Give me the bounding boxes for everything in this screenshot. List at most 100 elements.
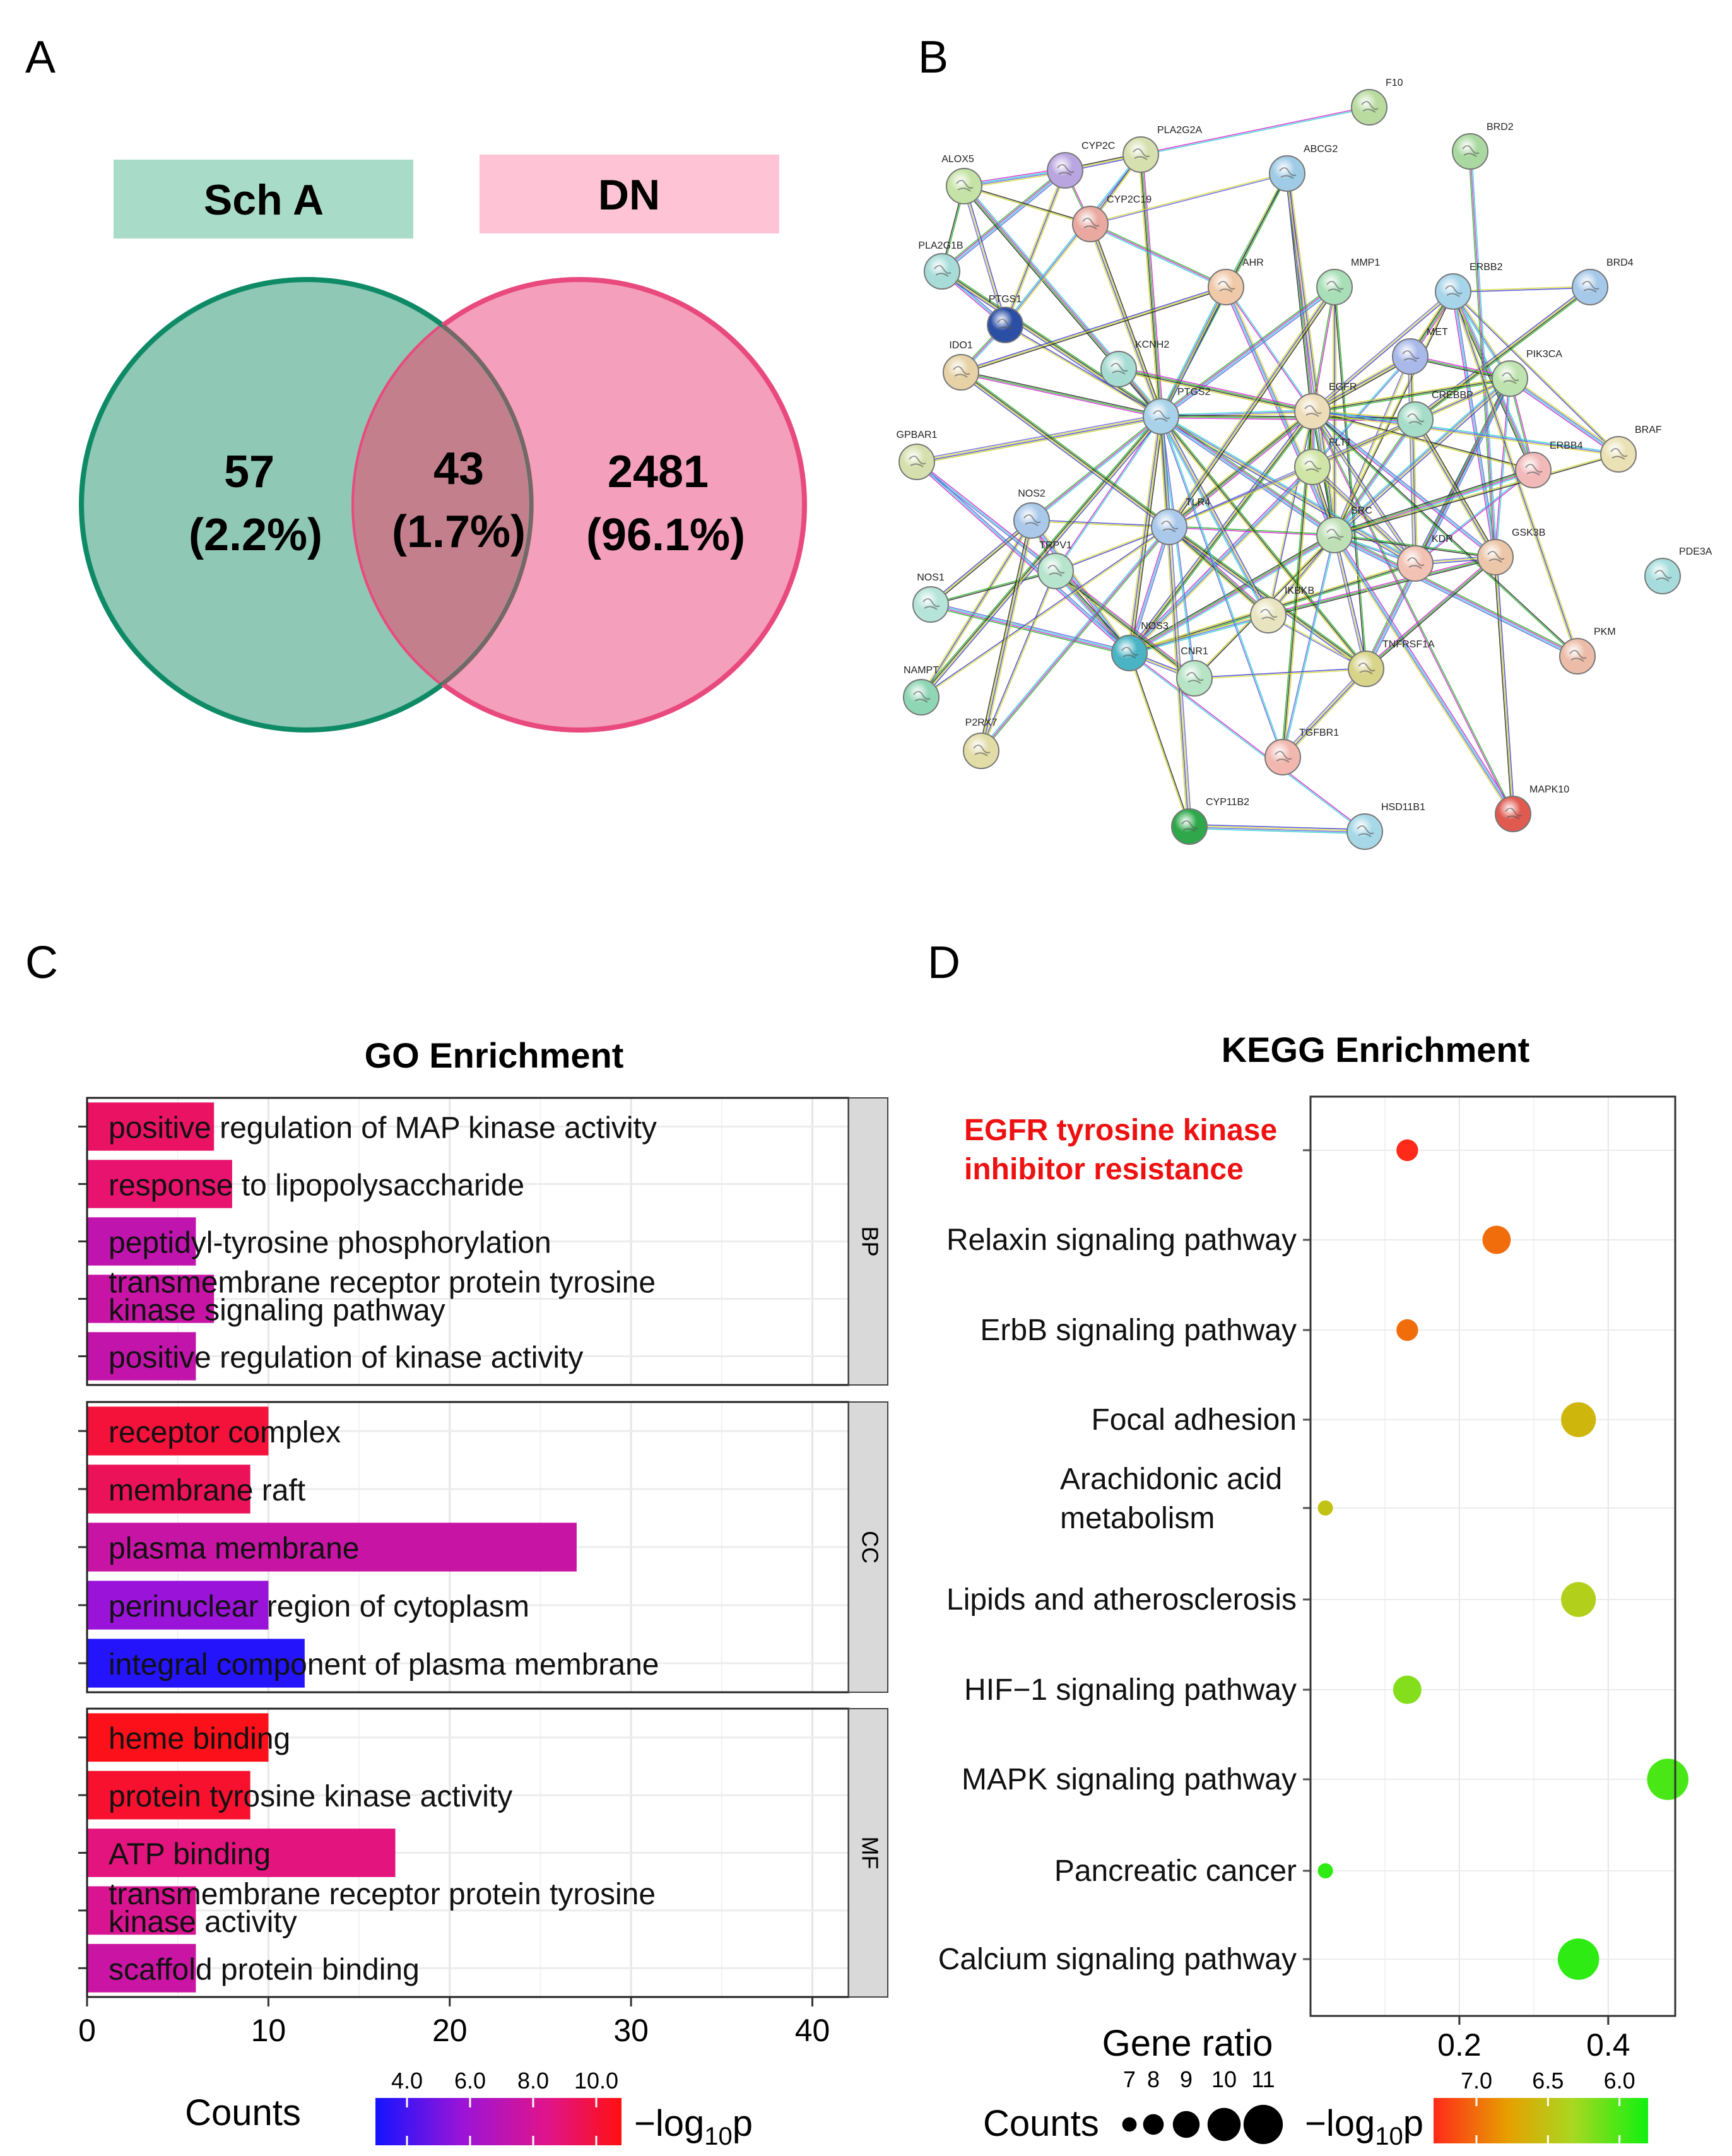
network-edge [1131, 416, 1164, 654]
network-edge [1140, 106, 1369, 155]
venn-left-count: 57 [224, 447, 274, 497]
network-node: MMP1 [1316, 257, 1380, 305]
network-node: KCNH2 [1100, 339, 1169, 387]
network-edge [1452, 291, 1496, 558]
network-node-circle [1013, 502, 1050, 539]
network-edge [1312, 355, 1410, 411]
kegg-pathway-label-line: Relaxin signaling pathway [946, 1223, 1297, 1257]
protein-structure-glyph [922, 598, 940, 610]
network-edge [1334, 453, 1618, 535]
network-edge [1167, 285, 1333, 526]
network-node-circle [1316, 269, 1353, 305]
go-bar [87, 1275, 215, 1323]
network-node-label: PLA2G2A [1157, 125, 1202, 136]
network-node-label: NOS3 [1141, 621, 1169, 632]
network-edge [981, 521, 1033, 751]
protein-structure-glyph [1133, 148, 1150, 160]
go-bar [87, 1943, 196, 1993]
network-edge [1415, 419, 1497, 557]
protein-structure-glyph [909, 456, 926, 468]
network-edge [961, 288, 1227, 374]
network-edge [921, 527, 1170, 698]
network-edge [916, 413, 1161, 461]
network-edge [961, 371, 1170, 527]
go-term-label-line: heme binding [109, 1723, 290, 1756]
network-edge [1128, 653, 1365, 833]
protein-structure-glyph [1279, 167, 1297, 179]
network-edge [1031, 521, 1169, 528]
network-edge [1311, 411, 1577, 657]
protein-structure-glyph [1304, 461, 1322, 473]
network-edge [1333, 418, 1415, 535]
protein-structure-glyph [1569, 650, 1587, 662]
network-edge [1281, 534, 1334, 757]
network-edge [1493, 557, 1512, 815]
network-edge [1189, 827, 1365, 833]
network-edge [1333, 536, 1577, 659]
network-node-circle [1477, 539, 1514, 575]
network-edge [1161, 287, 1336, 418]
network-node-circle [1176, 660, 1213, 697]
network-node: NAMPT [903, 665, 940, 716]
go-x-label: Counts [185, 2092, 301, 2133]
network-edge [1194, 668, 1366, 678]
network-edge [930, 604, 1129, 654]
network-edge [1281, 668, 1366, 757]
go-term-label: transmembrane receptor protein tyrosine k… [109, 1878, 656, 1939]
network-node-circle [1264, 739, 1301, 775]
network-edge [1003, 153, 1140, 325]
protein-structure-glyph [1181, 820, 1199, 832]
network-edge [1336, 533, 1516, 813]
network-edge [1129, 616, 1269, 655]
go-facet-strip-label: CC [857, 1531, 883, 1564]
network-node-label: ERBB2 [1470, 262, 1503, 273]
protein-structure-glyph [1505, 808, 1523, 820]
network-edge [1168, 286, 1334, 527]
venn-left-percent: (2.2%) [189, 510, 322, 560]
go-term-label: heme binding [109, 1723, 290, 1756]
kegg-dot [1396, 1139, 1418, 1162]
network-node-label: KDR [1432, 534, 1453, 545]
network-edge [1494, 378, 1510, 557]
network-edge [980, 570, 1056, 751]
network-edge [1333, 376, 1509, 534]
go-bar [87, 1523, 577, 1572]
network-node: SRC [1316, 505, 1372, 553]
network-edge [1312, 287, 1336, 412]
network-edge [915, 462, 1129, 655]
go-term-label: perinuclear region of cytoplasm [109, 1590, 529, 1623]
network-node-label: FLT1 [1329, 437, 1352, 448]
network-edge [1312, 378, 1511, 412]
kegg-pathway-label-line: Arachidonic acid [1060, 1463, 1282, 1496]
network-edge [1311, 290, 1453, 411]
network-edge [1161, 416, 1196, 678]
kegg-pathway-label: Arachidonic acid metabolism [1060, 1463, 1282, 1535]
kegg-pathway-label: Focal adhesion [1091, 1403, 1297, 1437]
go-bar [87, 1713, 269, 1762]
go-term-label: peptidyl-tyrosine phosphorylation [109, 1227, 551, 1260]
network-edge [930, 570, 1056, 604]
network-edge [1414, 286, 1590, 420]
network-node: GPBAR1 [897, 430, 938, 480]
kegg-dot [1561, 1402, 1596, 1437]
network-edge [1335, 420, 1417, 536]
network-node: BRD2 [1452, 122, 1514, 170]
network-edge [1141, 154, 1162, 416]
network-node-label: MAPK10 [1529, 784, 1569, 795]
network-edge [1333, 291, 1453, 535]
network-edge [962, 370, 1171, 526]
network-node-label: CNR1 [1181, 646, 1208, 657]
network-edge [1090, 223, 1162, 416]
network-edge [1092, 223, 1164, 416]
network-edge [1169, 287, 1336, 528]
network-edge [1161, 416, 1284, 757]
protein-structure-glyph [1057, 164, 1075, 176]
network-node-circle [1515, 452, 1552, 488]
network-edge [963, 186, 1090, 225]
network-node-label: NOS1 [917, 572, 945, 583]
network-edge [1409, 356, 1415, 564]
go-term-label-line: positive regulation of MAP kinase activi… [109, 1112, 657, 1145]
network-edge [1334, 454, 1619, 536]
go-term-label-line: peptidyl-tyrosine phosphorylation [109, 1227, 551, 1260]
network-node-circle [1316, 517, 1353, 553]
